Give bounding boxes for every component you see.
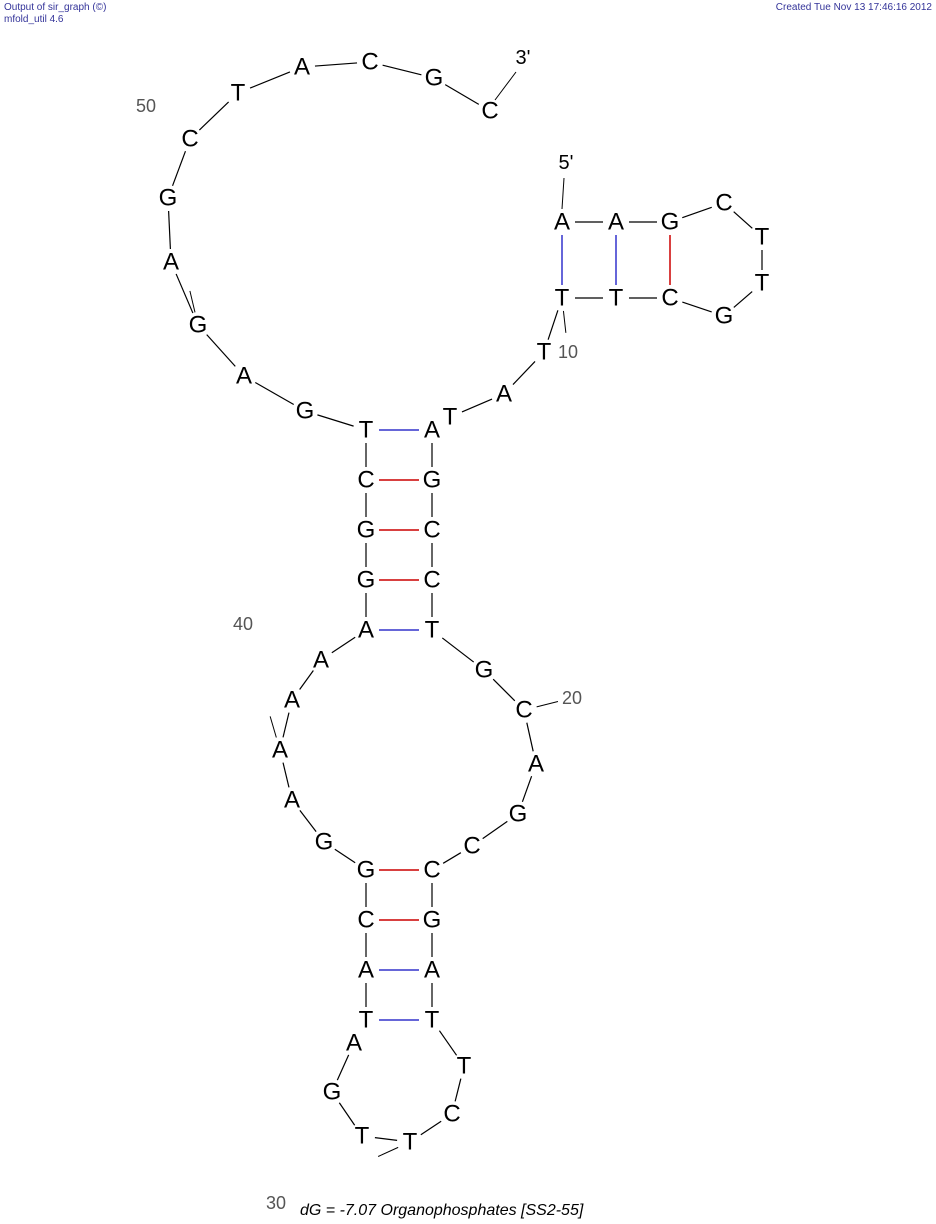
svg-text:50: 50	[136, 96, 156, 116]
svg-text:A: A	[554, 209, 570, 236]
svg-text:5': 5'	[559, 152, 574, 174]
svg-text:T: T	[355, 1123, 370, 1150]
svg-text:T: T	[231, 80, 246, 107]
svg-text:A: A	[346, 1030, 362, 1057]
svg-text:A: A	[294, 54, 310, 81]
svg-text:T: T	[425, 617, 440, 644]
svg-text:T: T	[537, 339, 552, 366]
footer-caption: dG = -7.07 Organophosphates [SS2-55]	[300, 1202, 583, 1220]
svg-text:A: A	[424, 417, 440, 444]
svg-text:G: G	[357, 517, 376, 544]
svg-text:A: A	[284, 687, 300, 714]
svg-text:G: G	[509, 801, 528, 828]
svg-text:C: C	[715, 190, 732, 217]
svg-text:G: G	[189, 312, 208, 339]
svg-text:C: C	[481, 98, 498, 125]
svg-text:A: A	[358, 957, 374, 984]
svg-text:C: C	[423, 567, 440, 594]
svg-text:A: A	[272, 737, 288, 764]
svg-text:C: C	[443, 1101, 460, 1128]
svg-text:C: C	[661, 285, 678, 312]
svg-text:T: T	[359, 417, 374, 444]
svg-text:G: G	[315, 829, 334, 856]
svg-text:C: C	[357, 467, 374, 494]
svg-text:C: C	[357, 907, 374, 934]
svg-text:T: T	[755, 270, 770, 297]
svg-text:G: G	[425, 65, 444, 92]
svg-text:G: G	[357, 857, 376, 884]
svg-text:G: G	[661, 209, 680, 236]
svg-text:C: C	[423, 517, 440, 544]
svg-text:A: A	[284, 787, 300, 814]
svg-text:40: 40	[233, 614, 253, 634]
svg-text:30: 30	[266, 1193, 286, 1213]
svg-text:3': 3'	[516, 47, 531, 69]
svg-text:A: A	[528, 751, 544, 778]
svg-text:C: C	[181, 126, 198, 153]
svg-text:T: T	[457, 1053, 472, 1080]
svg-text:20: 20	[562, 688, 582, 708]
svg-text:G: G	[323, 1079, 342, 1106]
svg-text:C: C	[463, 833, 480, 860]
svg-text:G: G	[296, 398, 315, 425]
svg-text:10: 10	[558, 342, 578, 362]
svg-text:T: T	[443, 404, 458, 431]
svg-text:T: T	[425, 1007, 440, 1034]
svg-text:A: A	[163, 249, 179, 276]
rna-structure-diagram: AAGCTTGCTTTATAGCCTGCAGCCGATTCTTGATACGGAA…	[0, 0, 936, 1224]
svg-text:A: A	[496, 381, 512, 408]
svg-text:A: A	[424, 957, 440, 984]
svg-text:T: T	[403, 1129, 418, 1156]
svg-text:A: A	[313, 647, 329, 674]
svg-text:C: C	[423, 857, 440, 884]
svg-text:C: C	[361, 49, 378, 76]
svg-text:G: G	[159, 185, 178, 212]
svg-text:G: G	[423, 467, 442, 494]
svg-text:T: T	[555, 285, 570, 312]
svg-text:G: G	[357, 567, 376, 594]
svg-text:A: A	[608, 209, 624, 236]
svg-text:A: A	[358, 617, 374, 644]
svg-text:T: T	[609, 285, 624, 312]
svg-text:C: C	[515, 697, 532, 724]
svg-text:G: G	[715, 303, 734, 330]
svg-text:T: T	[755, 224, 770, 251]
svg-text:A: A	[236, 363, 252, 390]
svg-text:T: T	[359, 1007, 374, 1034]
svg-text:G: G	[423, 907, 442, 934]
svg-text:G: G	[475, 657, 494, 684]
